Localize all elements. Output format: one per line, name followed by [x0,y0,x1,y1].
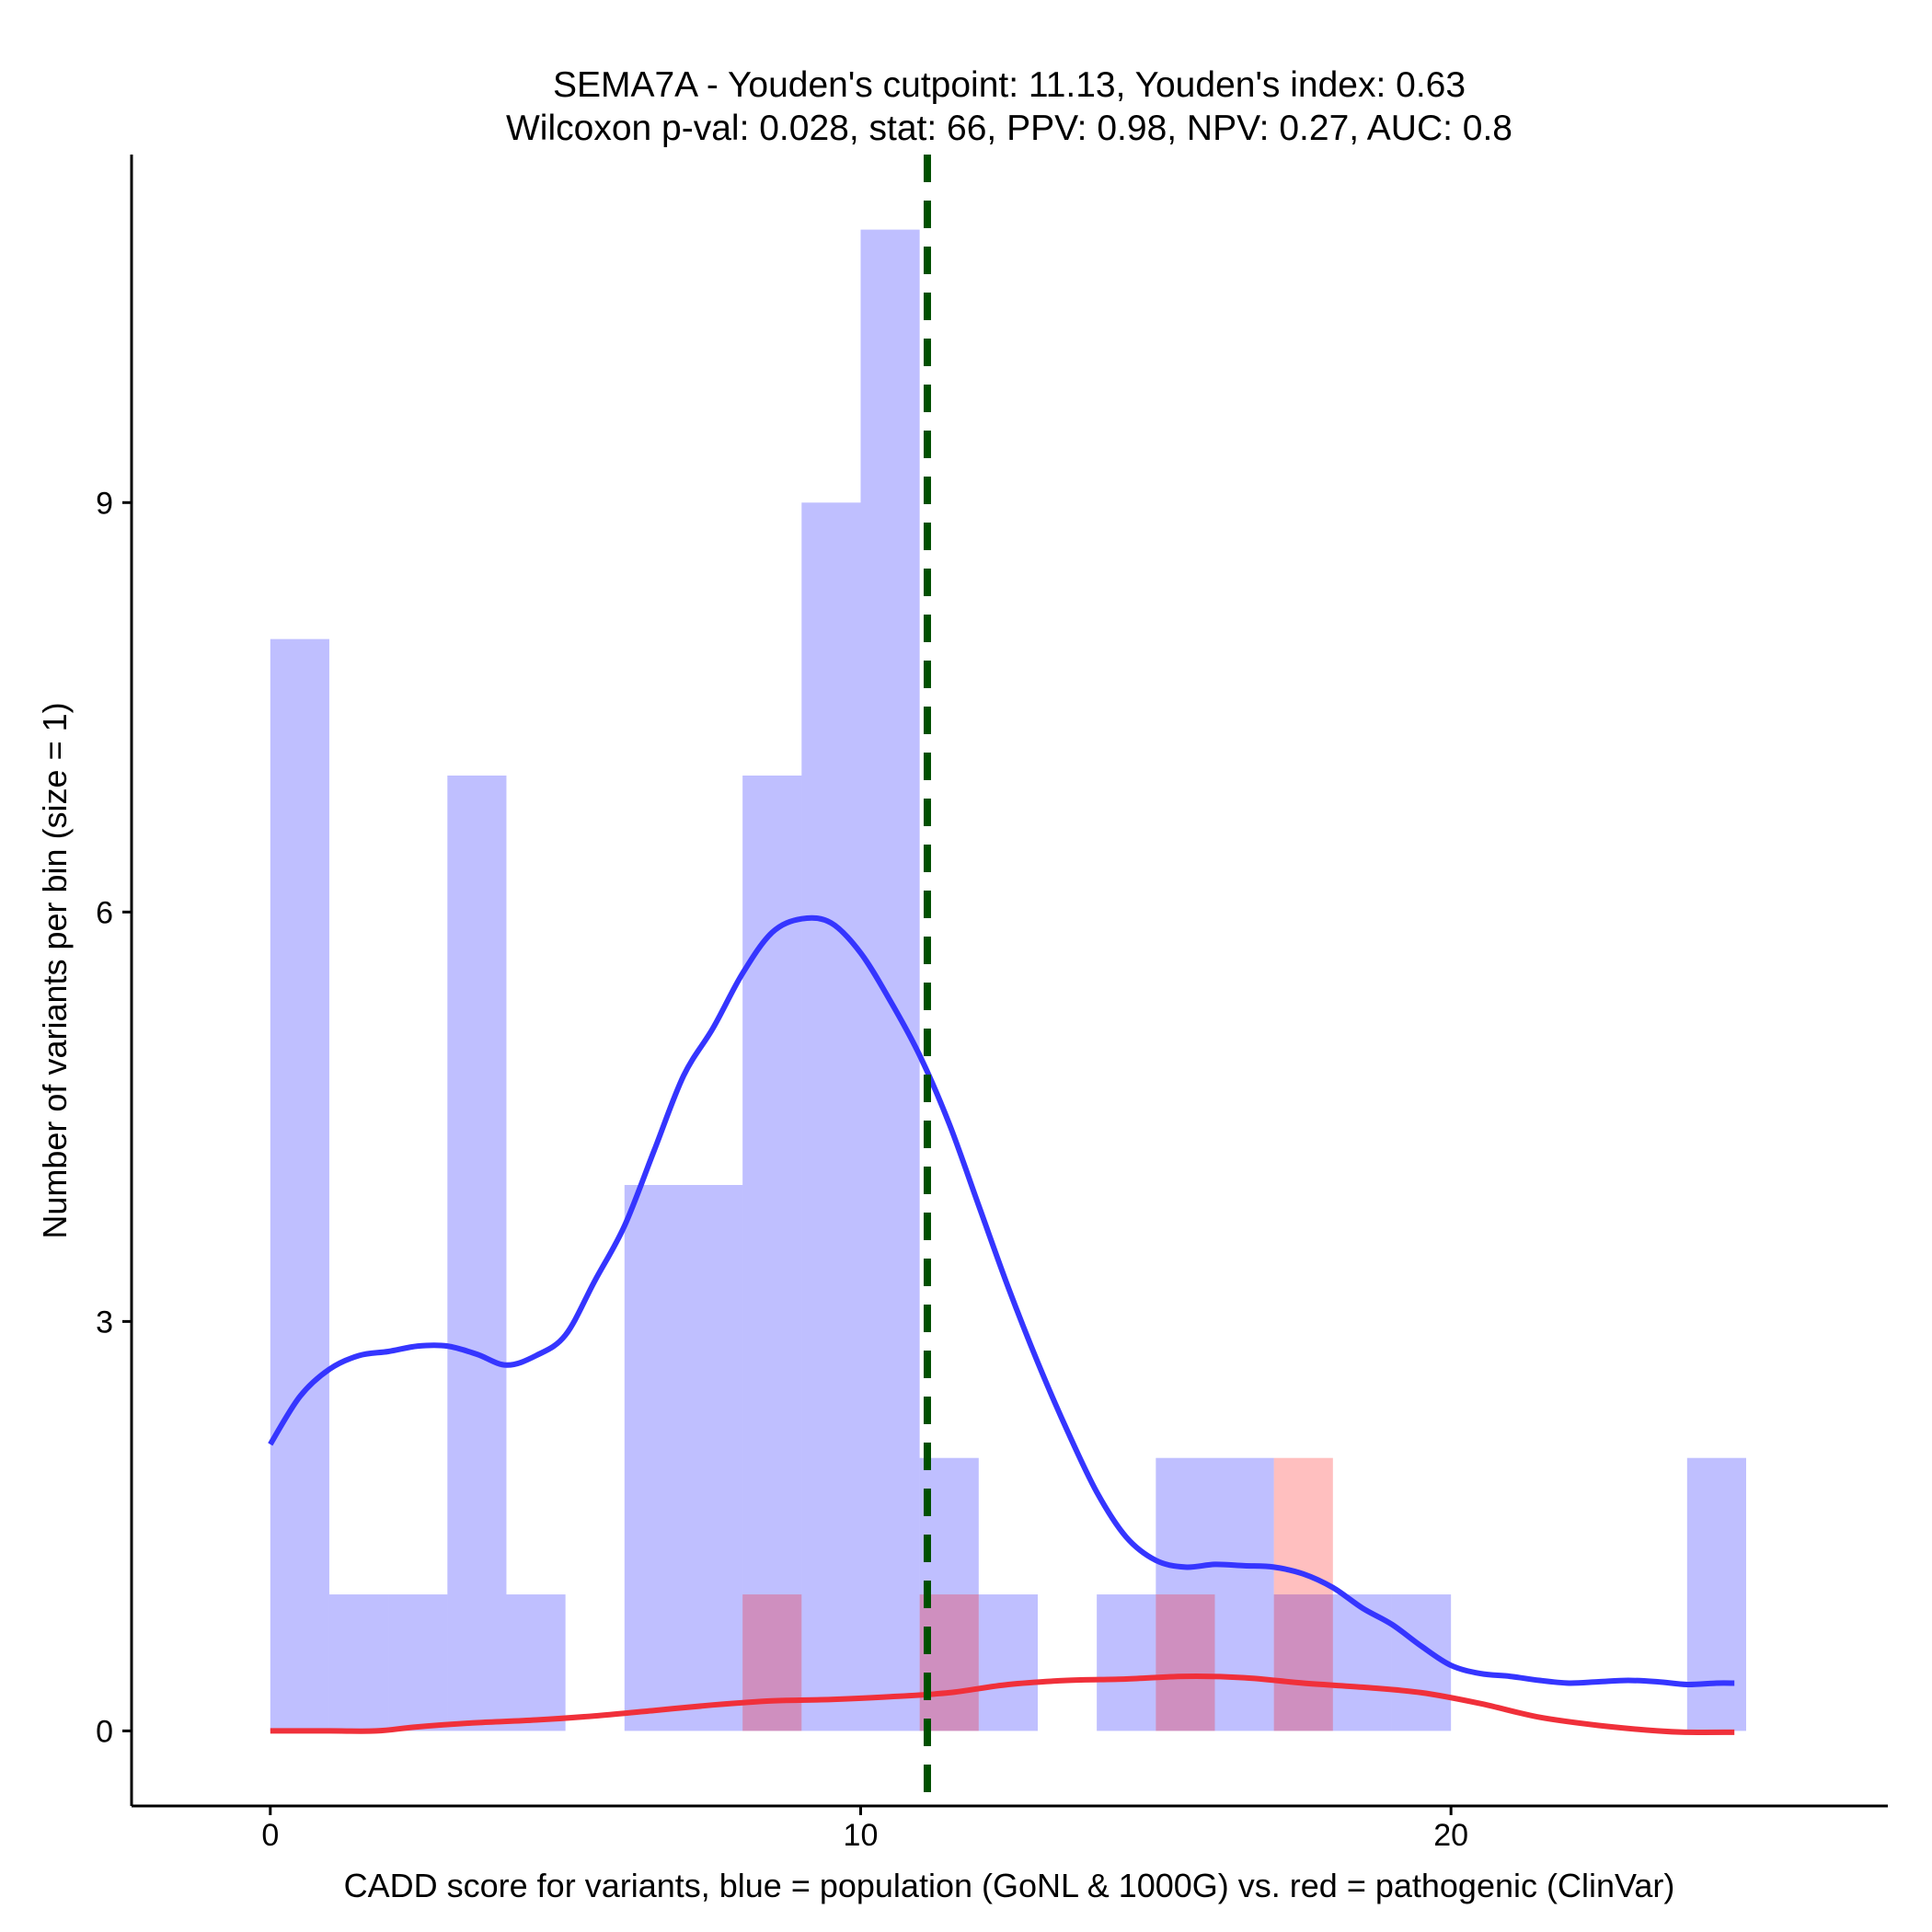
x-tick-label: 0 [261,1818,279,1853]
pathogenic-bar [1273,1457,1333,1731]
population-bar [1332,1594,1392,1731]
population-bar [1156,1457,1215,1731]
chart-subtitle: Wilcoxon p-val: 0.028, stat: 66, PPV: 0.… [506,109,1512,148]
plot-area [268,155,1746,1806]
population-bar [506,1594,566,1731]
population-bar [1273,1594,1333,1731]
axes: 0 10 20 0 3 6 9 [96,155,1888,1853]
population-density-line [268,914,1735,1688]
population-bar [978,1594,1038,1731]
y-tick-label: 6 [96,895,113,930]
chart-title: SEMA7A - Youden's cutpoint: 11.13, Youde… [553,65,1466,105]
y-tick-label: 3 [96,1305,113,1340]
pathogenic-bar [1156,1594,1215,1731]
population-bar [447,775,507,1731]
population-bar [1686,1457,1746,1731]
x-tick-label: 20 [1433,1818,1468,1853]
y-tick-label: 0 [96,1714,113,1749]
population-bars [270,229,1746,1731]
population-bar [683,1185,743,1731]
y-axis-label: Number of variants per bin (size = 1) [36,702,74,1238]
pathogenic-bar [919,1594,979,1731]
population-bar [801,502,861,1731]
x-axis-ticks: 0 10 20 [261,1806,1468,1853]
population-bar [1214,1457,1274,1731]
pathogenic-density-line [270,1673,1735,1735]
y-tick-label: 9 [96,486,113,521]
pathogenic-bar [742,1594,802,1731]
population-bar [624,1185,684,1731]
pathogenic-bars [742,1457,1333,1731]
population-bar [270,638,329,1731]
population-bar [860,229,920,1731]
population-bar [388,1594,448,1731]
population-bar [1097,1594,1156,1731]
x-axis-label: CADD score for variants, blue = populati… [344,1867,1675,1904]
x-tick-label: 10 [844,1818,879,1853]
population-bar [328,1594,389,1731]
y-axis-ticks: 0 3 6 9 [96,486,132,1749]
